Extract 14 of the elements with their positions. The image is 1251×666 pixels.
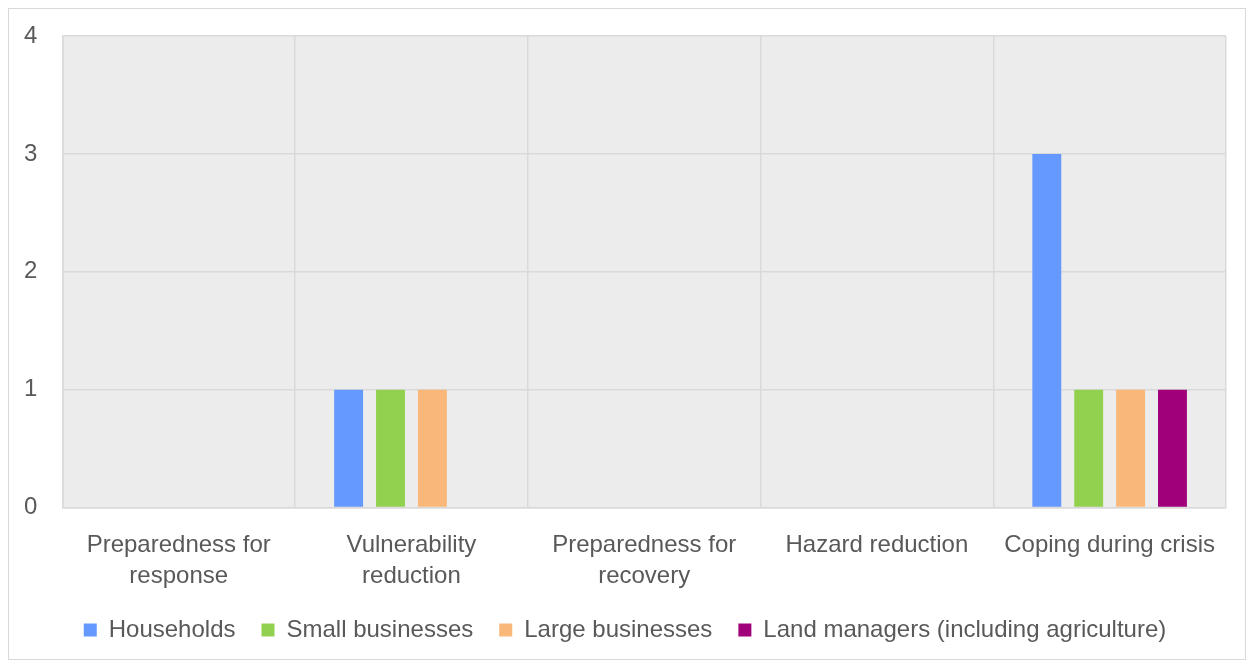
- x-tick-label: Preparedness for recovery: [552, 529, 737, 589]
- y-tick-label: 3: [23, 138, 38, 166]
- x-tick-label: Coping during crisis: [1004, 529, 1216, 557]
- legend-label: Large businesses: [524, 614, 713, 642]
- y-tick-label: 2: [23, 256, 38, 284]
- y-tick-label: 0: [23, 492, 38, 520]
- x-tick-label: Hazard reduction: [785, 529, 969, 557]
- legend-label: Households: [108, 614, 236, 642]
- legend-label: Small businesses: [286, 614, 474, 642]
- x-tick-label: Vulnerability reduction: [346, 529, 477, 589]
- x-tick-label: Preparedness for response: [86, 529, 271, 589]
- y-tick-label: 4: [23, 20, 38, 48]
- legend-label: Land managers (including agriculture): [763, 614, 1167, 642]
- y-tick-label: 1: [23, 374, 38, 402]
